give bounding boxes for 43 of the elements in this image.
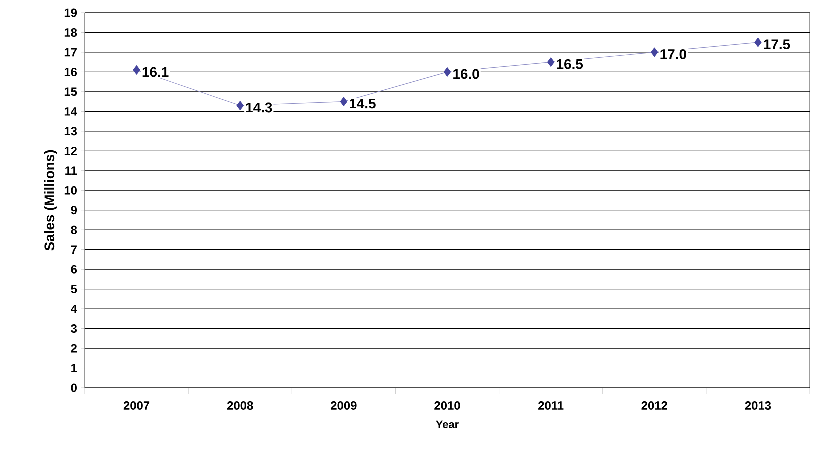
data-label: 16.0 [454, 69, 480, 80]
x-tick-label: 2012 [642, 402, 668, 410]
point [340, 97, 348, 106]
y-tick-label: 7 [71, 246, 77, 254]
point [133, 66, 140, 75]
x-tick-label: 2009 [331, 402, 357, 410]
y-tick-label: 13 [64, 127, 78, 136]
y-tick-label: 15 [64, 88, 78, 96]
y-tick-label: 2 [71, 344, 77, 353]
point [754, 38, 762, 48]
y-tick-label: 17 [64, 48, 77, 57]
y-tick-label: 12 [64, 146, 77, 156]
y-tick-label: 0 [71, 384, 77, 392]
y-axis-title: Sales (Millions) [44, 150, 58, 251]
x-tick-label: 2011 [538, 402, 564, 410]
data-label: 17.0 [660, 50, 686, 60]
y-tick-label: 8 [71, 226, 78, 234]
y-tick-label: 4 [71, 304, 78, 314]
y-tick-label: 18 [64, 28, 78, 37]
y-tick-label: 1 [72, 364, 78, 372]
point [547, 58, 555, 68]
x-tick-label: 2008 [227, 402, 254, 410]
y-tick-label: 10 [64, 186, 77, 195]
x-tick-label: 2010 [434, 402, 460, 410]
data-label: 14.3 [246, 102, 272, 113]
x-tick-label: 2013 [745, 402, 772, 410]
y-tick-label: 19 [64, 8, 78, 18]
point [444, 68, 452, 77]
data-label: 16.1 [142, 67, 169, 78]
y-tick-label: 14 [64, 108, 78, 116]
point [651, 48, 658, 58]
x-axis-title: Year [436, 420, 459, 428]
data-label: 14.5 [350, 98, 376, 109]
y-tick-label: 11 [66, 166, 78, 176]
point [236, 101, 244, 110]
data-label: 16.5 [557, 59, 584, 70]
y-tick-label: 16 [64, 68, 78, 76]
x-tick-label: 2007 [124, 402, 150, 410]
y-tick-label: 5 [71, 285, 78, 294]
y-tick-label: 3 [71, 324, 78, 334]
data-label: 17.5 [764, 40, 790, 50]
y-tick-label: 9 [71, 206, 78, 215]
y-tick-label: 6 [71, 265, 78, 274]
